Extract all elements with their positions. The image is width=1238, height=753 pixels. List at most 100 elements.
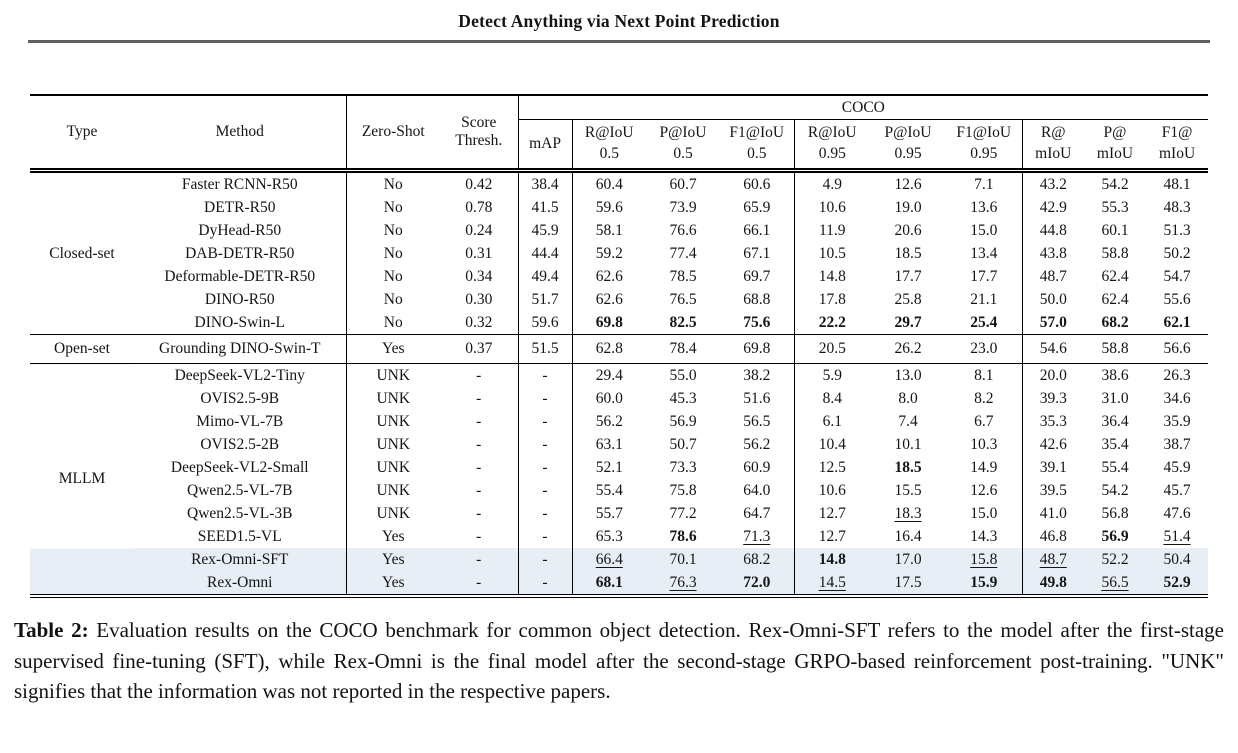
value-cell: - (476, 412, 482, 430)
value-cell: 56.9 (1101, 527, 1129, 545)
value-cell: 25.8 (894, 290, 922, 308)
table-row: DETR-R50 No 0.78 41.5 59.6 73.9 65.9 10.6 19.0 13… (30, 196, 1208, 219)
value-cell: No (345, 242, 440, 265)
value-cell: - (476, 527, 482, 545)
value-cell: 55.6 (1163, 290, 1191, 308)
value-cell: 14.8 (793, 265, 870, 288)
value-cell: 43.8 (1021, 242, 1084, 265)
value-cell: 10.5 (793, 242, 870, 265)
value-cell: 20.6 (894, 221, 922, 239)
col-header-map: mAP (517, 119, 572, 171)
value-cell: 22.2 (793, 311, 870, 335)
col-group-header-coco: COCO (517, 95, 1209, 120)
value-cell: 54.7 (1163, 267, 1191, 285)
value-cell: 69.7 (743, 267, 771, 285)
col-header-f1-iou095: F1@IoU 0.95 (956, 124, 1012, 162)
caption-label: Table 2: (14, 618, 89, 642)
value-cell: 35.9 (1163, 412, 1191, 430)
score-thresh-line1: Score (461, 114, 497, 131)
value-cell: 35.3 (1021, 410, 1084, 433)
value-cell: - (476, 504, 482, 522)
value-cell: No (345, 196, 440, 219)
table-row: DINO-R50 No 0.30 51.7 62.6 76.5 68.8 17.8 25.8 21… (30, 288, 1208, 311)
value-cell: UNK (345, 433, 440, 456)
value-cell: 47.6 (1163, 504, 1191, 522)
value-cell: 14.3 (970, 527, 998, 545)
value-cell: 77.2 (669, 504, 697, 522)
value-cell: 42.9 (1021, 196, 1084, 219)
value-cell: 69.8 (571, 311, 646, 335)
value-cell: 8.4 (793, 387, 870, 410)
table-row: OVIS2.5-9B UNK - -60.0 45.3 51.6 8.4 8.0 8.2 39.3… (30, 387, 1208, 410)
value-cell: 42.6 (1021, 433, 1084, 456)
value-cell: 10.3 (970, 435, 998, 453)
value-cell: 59.2 (571, 242, 646, 265)
value-cell: 45.3 (669, 389, 697, 407)
value-cell: 68.2 (1101, 313, 1129, 331)
value-cell: 18.3 (894, 504, 922, 522)
value-cell: 60.6 (743, 175, 771, 193)
value-cell: 68.2 (720, 548, 794, 571)
value-cell: 48.3 (1163, 198, 1191, 216)
table-row: DINO-Swin-L No 0.32 59.6 69.8 82.5 75.6 22.2 29.… (30, 311, 1208, 335)
value-cell: 73.3 (669, 458, 697, 476)
value-cell: 56.9 (669, 412, 697, 430)
value-cell: 7.4 (898, 412, 918, 430)
table-row: DeepSeek-VL2-Small UNK - -52.1 73.3 60.9 12.5 1… (30, 456, 1208, 479)
value-cell: 51.7 (517, 288, 572, 311)
page-title: Detect Anything via Next Point Predictio… (458, 11, 780, 31)
value-cell: 78.6 (669, 527, 697, 545)
value-cell: 48.7 (1021, 548, 1084, 571)
value-cell: - (517, 410, 572, 433)
value-cell: 56.8 (1101, 504, 1129, 522)
value-cell: Yes (345, 334, 440, 364)
value-cell: 0.42 (465, 175, 493, 193)
table-caption: Table 2: Evaluation results on the COCO … (14, 615, 1224, 707)
value-cell: 38.7 (1163, 435, 1191, 453)
results-table: Type Method Zero-Shot Score Thresh. COCO… (30, 94, 1209, 598)
value-cell: 68.8 (743, 290, 771, 308)
value-cell: 60.1 (1101, 221, 1129, 239)
value-cell: - (440, 571, 518, 596)
value-cell: 8.2 (974, 389, 994, 407)
value-cell: 59.6 (517, 311, 572, 335)
col-header-method: Method (215, 123, 264, 140)
value-cell: 20.0 (1021, 363, 1084, 387)
value-cell: No (345, 311, 440, 335)
col-header-r-iou095: R@IoU 0.95 (793, 119, 870, 171)
value-cell: 48.7 (1021, 265, 1084, 288)
method-cell: Faster RCNN-R50 (181, 175, 298, 193)
value-cell: 76.3 (646, 571, 720, 596)
value-cell: - (517, 502, 572, 525)
value-cell: 0.78 (465, 198, 493, 216)
value-cell: UNK (345, 410, 440, 433)
value-cell: - (476, 435, 482, 453)
value-cell: 66.1 (743, 221, 771, 239)
col-header-type: Type (66, 123, 98, 140)
table-row: Qwen2.5-VL-7B UNK - -55.4 75.8 64.0 10.6 15.5 12… (30, 479, 1208, 502)
value-cell: 72.0 (720, 571, 794, 596)
value-cell: 55.3 (1101, 198, 1129, 216)
method-cell: Rex-Omni-SFT (134, 548, 346, 571)
value-cell: 56.5 (743, 412, 771, 430)
value-cell: 13.4 (970, 244, 998, 262)
value-cell: 62.4 (1101, 267, 1129, 285)
value-cell: 62.6 (571, 288, 646, 311)
value-cell: 57.0 (1021, 311, 1084, 335)
caption-text: Evaluation results on the COCO benchmark… (14, 618, 1224, 703)
method-cell: Grounding DINO-Swin-T (159, 340, 321, 357)
value-cell: 23.0 (970, 340, 998, 357)
value-cell: 19.0 (894, 198, 922, 216)
value-cell: 15.5 (894, 481, 922, 499)
value-cell: 62.6 (571, 265, 646, 288)
value-cell: 60.4 (571, 170, 646, 196)
value-cell: 0.32 (465, 313, 493, 331)
value-cell: UNK (345, 387, 440, 410)
value-cell: 71.3 (743, 527, 771, 545)
row-group-label: Closed-set (49, 244, 115, 262)
value-cell: 55.4 (1101, 458, 1129, 476)
value-cell: - (517, 571, 572, 596)
value-cell: 62.8 (571, 334, 646, 364)
value-cell: 67.1 (743, 244, 771, 262)
value-cell: No (345, 219, 440, 242)
